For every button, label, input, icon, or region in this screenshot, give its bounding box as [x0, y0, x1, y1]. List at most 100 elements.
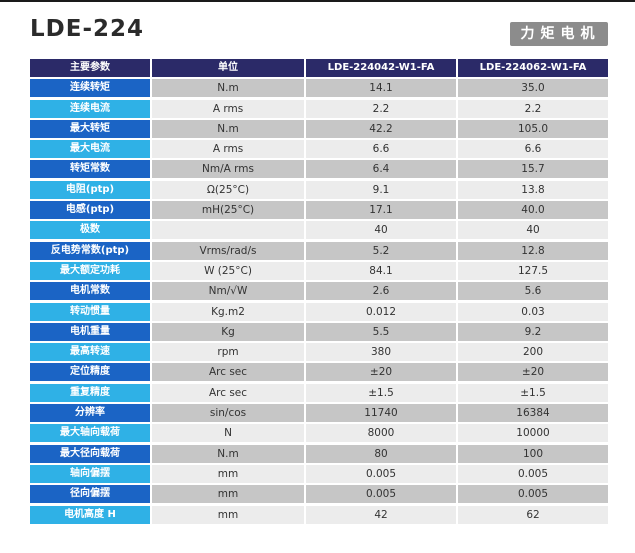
table-body: 连续转矩 N.m 14.1 35.0 连续电流 A rms 2.2 2.2 最大转矩 N.m 42.…: [30, 79, 608, 524]
table-row: 重复精度 Arc sec ±1.5 ±1.5: [30, 383, 608, 402]
model-1-value: 14.1: [306, 79, 456, 98]
param-label: 最大额定功耗: [30, 261, 150, 280]
model-1-value: ±20: [306, 363, 456, 382]
model-2-value: 5.6: [458, 282, 608, 301]
unit-cell: Ω(25°C): [152, 180, 304, 199]
model-1-value: 2.2: [306, 99, 456, 118]
table-header-row: 主要参数 单位 LDE-224042-W1-FA LDE-224062-W1-F…: [30, 59, 608, 77]
top-rule: [0, 0, 635, 2]
param-label: 最高转速: [30, 343, 150, 362]
unit-cell: Nm/A rms: [152, 160, 304, 179]
table-row: 反电势常数(ptp) Vrms/rad/s 5.2 12.8: [30, 241, 608, 260]
param-label: 定位精度: [30, 363, 150, 382]
model-2-value: 6.6: [458, 140, 608, 159]
model-2-value: 2.2: [458, 99, 608, 118]
unit-cell: N.m: [152, 79, 304, 98]
model-2-value: 13.8: [458, 180, 608, 199]
param-label: 反电势常数(ptp): [30, 241, 150, 260]
model-1-value: ±1.5: [306, 383, 456, 402]
table-row: 电机常数 Nm/√W 2.6 5.6: [30, 282, 608, 301]
param-label: 轴向偏摆: [30, 464, 150, 483]
model-2-value: 100: [458, 444, 608, 463]
param-label: 最大转矩: [30, 119, 150, 138]
model-2-value: 62: [458, 505, 608, 524]
unit-cell: Nm/√W: [152, 282, 304, 301]
param-label: 电机高度 H: [30, 505, 150, 524]
category-badge: 力矩电机: [510, 22, 608, 46]
unit-cell: rpm: [152, 343, 304, 362]
unit-cell: Vrms/rad/s: [152, 241, 304, 260]
table-row: 最高转速 rpm 380 200: [30, 343, 608, 362]
param-label: 连续转矩: [30, 79, 150, 98]
model-2-value: 15.7: [458, 160, 608, 179]
unit-cell: A rms: [152, 99, 304, 118]
model-2-value: 40: [458, 221, 608, 240]
unit-cell: W (25°C): [152, 261, 304, 280]
model-2-value: 35.0: [458, 79, 608, 98]
model-2-value: 9.2: [458, 322, 608, 341]
param-label: 重复精度: [30, 383, 150, 402]
table-row: 最大径向载荷 N.m 80 100: [30, 444, 608, 463]
model-2-value: 127.5: [458, 261, 608, 280]
column-header-param: 主要参数: [30, 59, 150, 77]
column-header-unit: 单位: [152, 59, 304, 77]
param-label: 转矩常数: [30, 160, 150, 179]
model-2-value: 0.005: [458, 464, 608, 483]
model-2-value: 10000: [458, 424, 608, 443]
param-label: 最大电流: [30, 140, 150, 159]
model-2-value: 12.8: [458, 241, 608, 260]
param-label: 转动惯量: [30, 302, 150, 321]
table-row: 电机重量 Kg 5.5 9.2: [30, 322, 608, 341]
table-row: 极数 40 40: [30, 221, 608, 240]
model-1-value: 0.005: [306, 464, 456, 483]
model-1-value: 6.4: [306, 160, 456, 179]
model-1-value: 17.1: [306, 201, 456, 220]
unit-cell: Arc sec: [152, 363, 304, 382]
unit-cell: N.m: [152, 444, 304, 463]
param-label: 电机重量: [30, 322, 150, 341]
table-row: 电感(ptp) mH(25°C) 17.1 40.0: [30, 201, 608, 220]
model-1-value: 5.5: [306, 322, 456, 341]
model-2-value: ±1.5: [458, 383, 608, 402]
param-label: 径向偏摆: [30, 485, 150, 504]
param-label: 电阻(ptp): [30, 180, 150, 199]
model-1-value: 8000: [306, 424, 456, 443]
table-row: 径向偏摆 mm 0.005 0.005: [30, 485, 608, 504]
model-2-value: 105.0: [458, 119, 608, 138]
column-header-model-1: LDE-224042-W1-FA: [306, 59, 456, 77]
spec-table: 主要参数 单位 LDE-224042-W1-FA LDE-224062-W1-F…: [30, 59, 608, 526]
unit-cell: Arc sec: [152, 383, 304, 402]
model-1-value: 42: [306, 505, 456, 524]
unit-cell: N.m: [152, 119, 304, 138]
table-row: 最大转矩 N.m 42.2 105.0: [30, 119, 608, 138]
unit-cell: Kg.m2: [152, 302, 304, 321]
model-1-value: 5.2: [306, 241, 456, 260]
model-1-value: 0.005: [306, 485, 456, 504]
unit-cell: mH(25°C): [152, 201, 304, 220]
model-1-value: 84.1: [306, 261, 456, 280]
table-row: 最大电流 A rms 6.6 6.6: [30, 140, 608, 159]
unit-cell: A rms: [152, 140, 304, 159]
unit-cell: sin/cos: [152, 404, 304, 423]
model-1-value: 0.012: [306, 302, 456, 321]
model-1-value: 80: [306, 444, 456, 463]
param-label: 分辨率: [30, 404, 150, 423]
table-row: 最大轴向载荷 N 8000 10000: [30, 424, 608, 443]
model-1-value: 2.6: [306, 282, 456, 301]
column-header-model-2: LDE-224062-W1-FA: [458, 59, 608, 77]
table-row: 转矩常数 Nm/A rms 6.4 15.7: [30, 160, 608, 179]
model-1-value: 40: [306, 221, 456, 240]
unit-cell: mm: [152, 464, 304, 483]
unit-cell: N: [152, 424, 304, 443]
param-label: 连续电流: [30, 99, 150, 118]
table-row: 电阻(ptp) Ω(25°C) 9.1 13.8: [30, 180, 608, 199]
param-label: 电感(ptp): [30, 201, 150, 220]
unit-cell: mm: [152, 505, 304, 524]
unit-cell: Kg: [152, 322, 304, 341]
table-row: 最大额定功耗 W (25°C) 84.1 127.5: [30, 261, 608, 280]
model-1-value: 11740: [306, 404, 456, 423]
table-row: 定位精度 Arc sec ±20 ±20: [30, 363, 608, 382]
table-row: 分辨率 sin/cos 11740 16384: [30, 404, 608, 423]
table-row: 轴向偏摆 mm 0.005 0.005: [30, 464, 608, 483]
